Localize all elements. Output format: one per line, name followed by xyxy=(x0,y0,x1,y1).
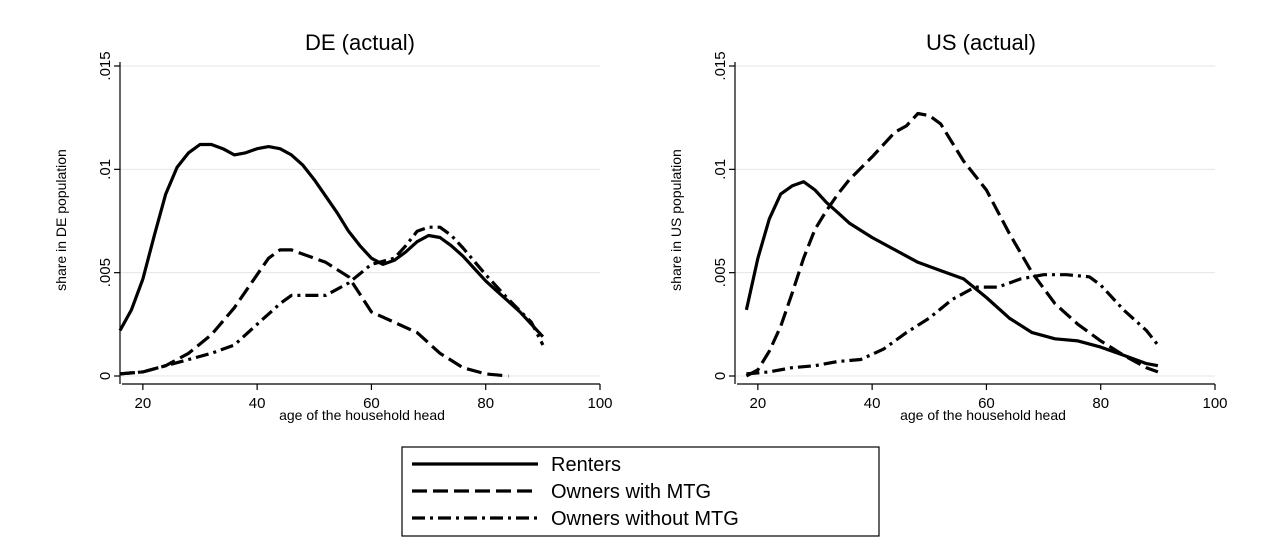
series-line-owners-without-mtg xyxy=(119,225,545,376)
y-tick-label: .01 xyxy=(712,159,729,180)
y-tick-label: .015 xyxy=(97,51,114,80)
x-axis-title: age of the household head xyxy=(279,407,445,423)
legend-label-renters: Renters xyxy=(551,454,621,476)
y-tick-label: 0 xyxy=(97,372,114,380)
panel-title: US (actual) xyxy=(926,30,1036,55)
x-tick-label: 20 xyxy=(135,395,152,412)
x-tick-label: 60 xyxy=(363,395,380,412)
y-tick-label: .015 xyxy=(712,51,729,80)
y-axis-title: share in US population xyxy=(668,149,684,291)
y-tick-label: .005 xyxy=(712,258,729,287)
y-axis-title: share in DE population xyxy=(53,149,69,291)
x-tick-label: 40 xyxy=(249,395,266,412)
panel-title: DE (actual) xyxy=(305,30,415,55)
series-line-renters xyxy=(118,142,545,338)
x-tick-label: 80 xyxy=(1092,395,1109,412)
legend: Renters Owners with MTG Owners without M… xyxy=(401,446,880,537)
legend-label-owners-with-mtg: Owners with MTG xyxy=(551,481,711,503)
y-tick-label: 0 xyxy=(712,372,729,380)
chart-panel-de: DE (actual) share in DE population age o… xyxy=(53,30,613,423)
x-axis-title: age of the household head xyxy=(900,407,1066,423)
series-line-renters xyxy=(744,180,1159,368)
x-tick-label: 80 xyxy=(477,395,494,412)
plot-area: 0 .005 .01 .015 20 40 60 80 100 xyxy=(712,51,1228,412)
x-tick-label: 40 xyxy=(864,395,881,412)
chart-panel-us: US (actual) share in US population age o… xyxy=(668,30,1228,423)
x-tick-label: 100 xyxy=(1202,395,1227,412)
series-line-owners-with-mtg xyxy=(745,111,1159,378)
x-tick-label: 20 xyxy=(750,395,767,412)
x-tick-label: 60 xyxy=(978,395,995,412)
series-line-owners-with-mtg xyxy=(119,248,509,378)
legend-label-owners-without-mtg: Owners without MTG xyxy=(551,508,739,530)
y-tick-label: .005 xyxy=(97,258,114,287)
plot-area: 0 .005 .01 .015 20 40 60 80 100 xyxy=(97,51,613,412)
y-tick-label: .01 xyxy=(97,159,114,180)
x-tick-label: 100 xyxy=(587,395,612,412)
series-line-owners-without-mtg xyxy=(746,273,1160,376)
